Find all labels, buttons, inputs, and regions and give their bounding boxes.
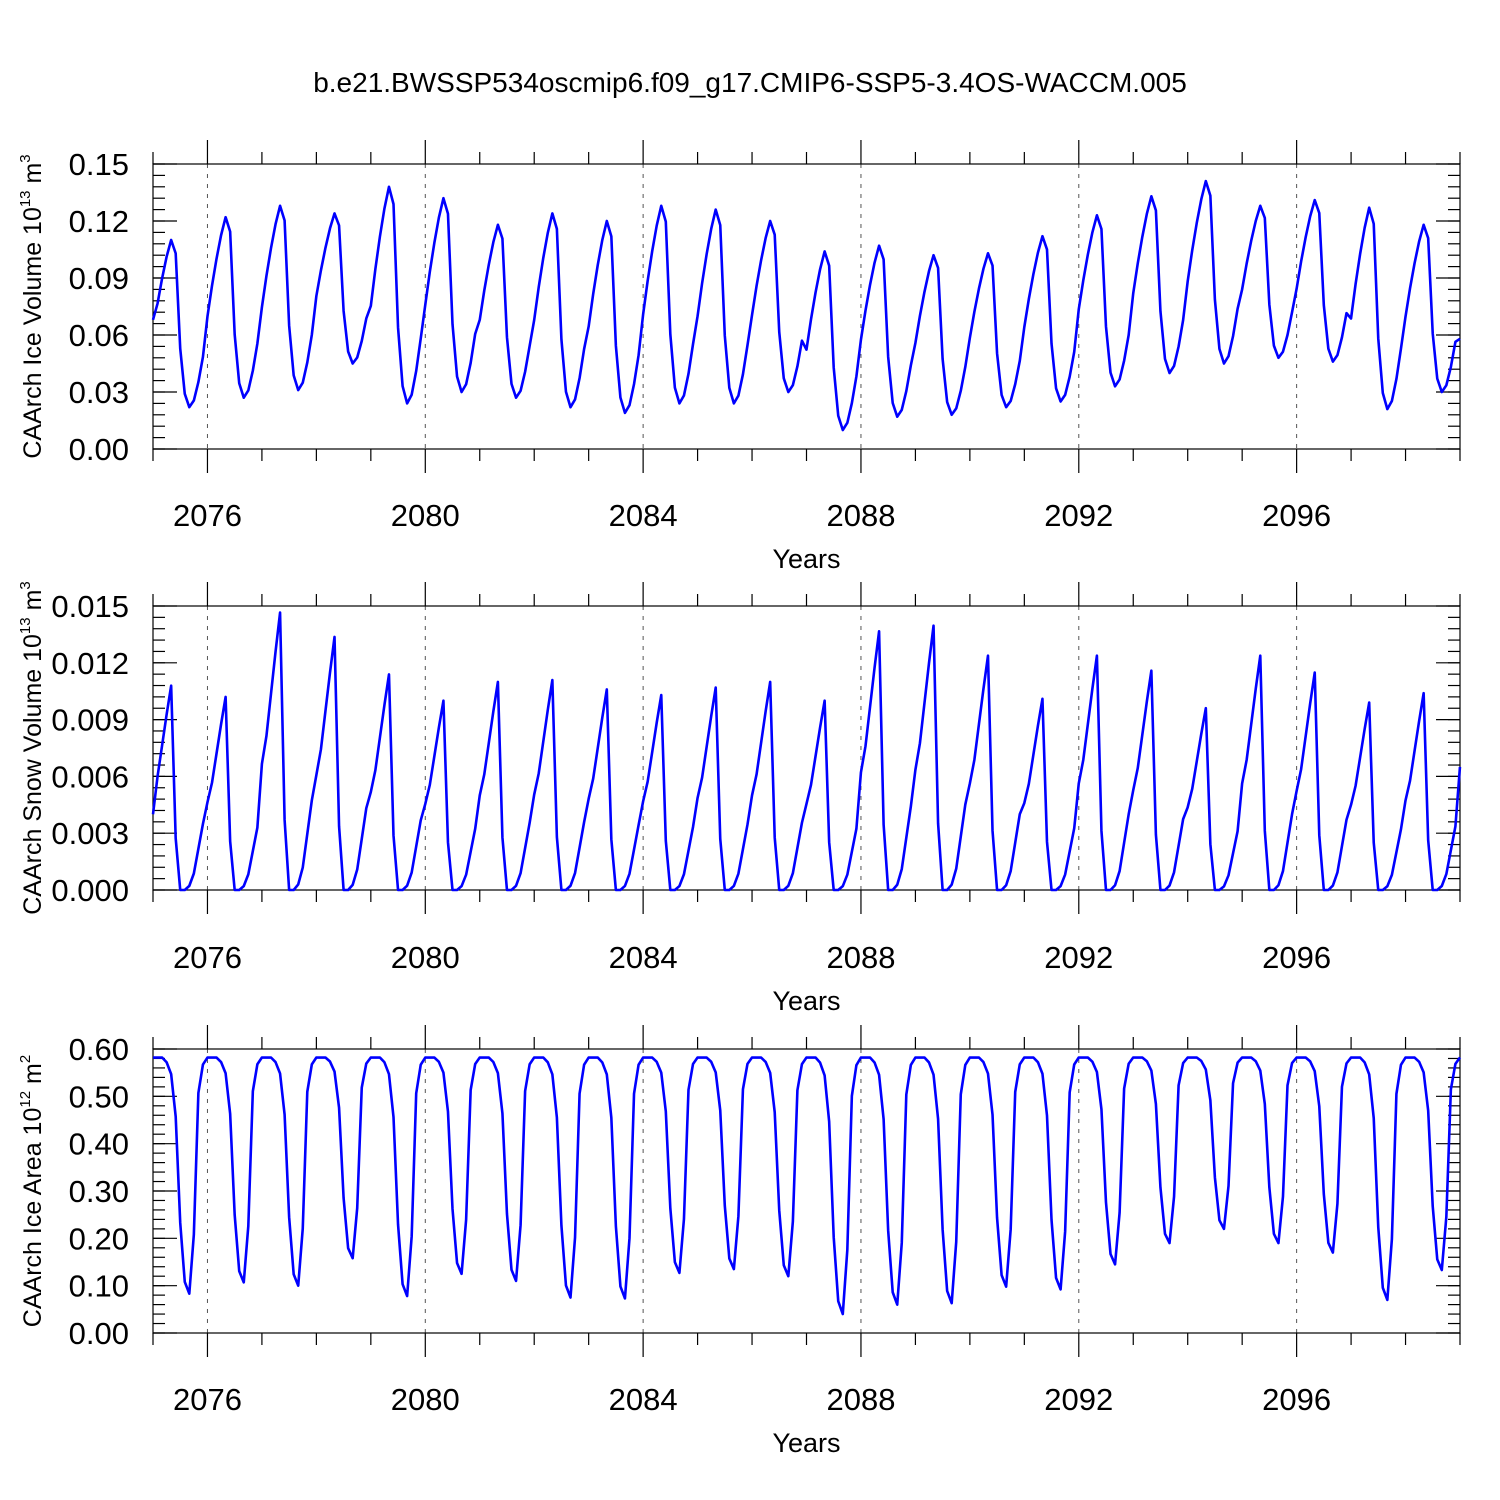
y-axis-label-unit-exp: 3 [17, 154, 34, 162]
y-axis-label-text: CAArch Snow Volume 10 [19, 634, 47, 915]
x-tick-label: 2076 [173, 1382, 242, 1417]
x-tick-label: 2096 [1262, 498, 1331, 533]
plot-frame [152, 163, 1461, 450]
x-tick-label: 2076 [173, 940, 242, 975]
x-tick-label: 2092 [1044, 1382, 1113, 1417]
y-axis-label-exp: 13 [17, 190, 34, 207]
y-axis-label-unit: m [19, 1063, 47, 1091]
x-axis-label: Years [772, 1428, 840, 1458]
y-tick-label: 0.003 [51, 816, 129, 851]
y-tick-label: 0.50 [69, 1079, 129, 1114]
panel-ice-area: 0.00 0.10 0.20 0.30 0.40 0.50 0.60 2076 2080 2084… [17, 1025, 1462, 1458]
y-tick-label: 0.009 [51, 703, 129, 738]
y-axis-label-text: CAArch Ice Volume 10 [19, 207, 47, 459]
x-tick-label: 2092 [1044, 498, 1113, 533]
series-line-ice-area [153, 1056, 1462, 1316]
x-tick-label: 2088 [826, 498, 895, 533]
y-axis-label-unit: m [19, 163, 47, 191]
y-tick-label: 0.00 [69, 1316, 129, 1351]
y-tick-label: 0.006 [51, 759, 129, 794]
y-axis-label-unit-exp: 3 [17, 581, 34, 589]
y-axis-label-exp: 13 [17, 617, 34, 634]
x-tick-label: 2092 [1044, 940, 1113, 975]
y-tick-label: 0.12 [69, 204, 129, 239]
y-axis-label: CAArch Ice Volume 1013 m3 [17, 154, 47, 458]
y-tick-label: 0.60 [69, 1032, 129, 1067]
y-tick-label: 0.09 [69, 261, 129, 296]
y-axis-label-text: CAArch Ice Area 10 [19, 1108, 47, 1328]
chart-title: b.e21.BWSSP534oscmip6.f09_g17.CMIP6-SSP5… [313, 67, 1187, 98]
y-tick-label: 0.20 [69, 1221, 129, 1256]
y-tick-label: 0.00 [69, 432, 129, 467]
y-tick-label: 0.012 [51, 646, 129, 681]
y-tick-label: 0.15 [69, 147, 129, 182]
y-tick-label: 0.40 [69, 1127, 129, 1162]
y-tick-label: 0.000 [51, 873, 129, 908]
x-tick-label: 2088 [826, 1382, 895, 1417]
y-tick-label: 0.30 [69, 1174, 129, 1209]
x-tick-label: 2088 [826, 940, 895, 975]
x-axis-label: Years [772, 544, 840, 574]
x-tick-label: 2076 [173, 498, 242, 533]
x-tick-label: 2096 [1262, 940, 1331, 975]
y-axis-label: CAArch Snow Volume 1013 m3 [17, 581, 47, 915]
x-tick-label: 2084 [609, 940, 678, 975]
y-tick-label: 0.06 [69, 318, 129, 353]
x-tick-label: 2096 [1262, 1382, 1331, 1417]
panel-snow-volume: 0.000 0.003 0.006 0.009 0.012 0.015 2076 2080 20… [17, 581, 1462, 1016]
x-tick-label: 2080 [391, 940, 460, 975]
y-tick-label: 0.10 [69, 1269, 129, 1304]
x-tick-label: 2084 [609, 1382, 678, 1417]
x-tick-label: 2084 [609, 498, 678, 533]
x-tick-label: 2080 [391, 1382, 460, 1417]
series-line-ice-volume [151, 179, 1461, 432]
series-line-snow-volume [151, 611, 1462, 892]
y-tick-label: 0.03 [69, 375, 129, 410]
x-axis-label: Years [772, 986, 840, 1016]
y-axis-label-exp: 12 [17, 1091, 34, 1108]
y-axis-label: CAArch Ice Area 1012 m2 [17, 1055, 47, 1327]
panel-ice-volume: 0.00 0.03 0.06 0.09 0.12 0.15 2076 2080 2084 2088… [17, 140, 1461, 574]
y-tick-label: 0.015 [51, 589, 129, 624]
x-tick-label: 2080 [391, 498, 460, 533]
y-axis-label-unit: m [19, 590, 47, 618]
y-axis-label-unit-exp: 2 [17, 1055, 34, 1063]
